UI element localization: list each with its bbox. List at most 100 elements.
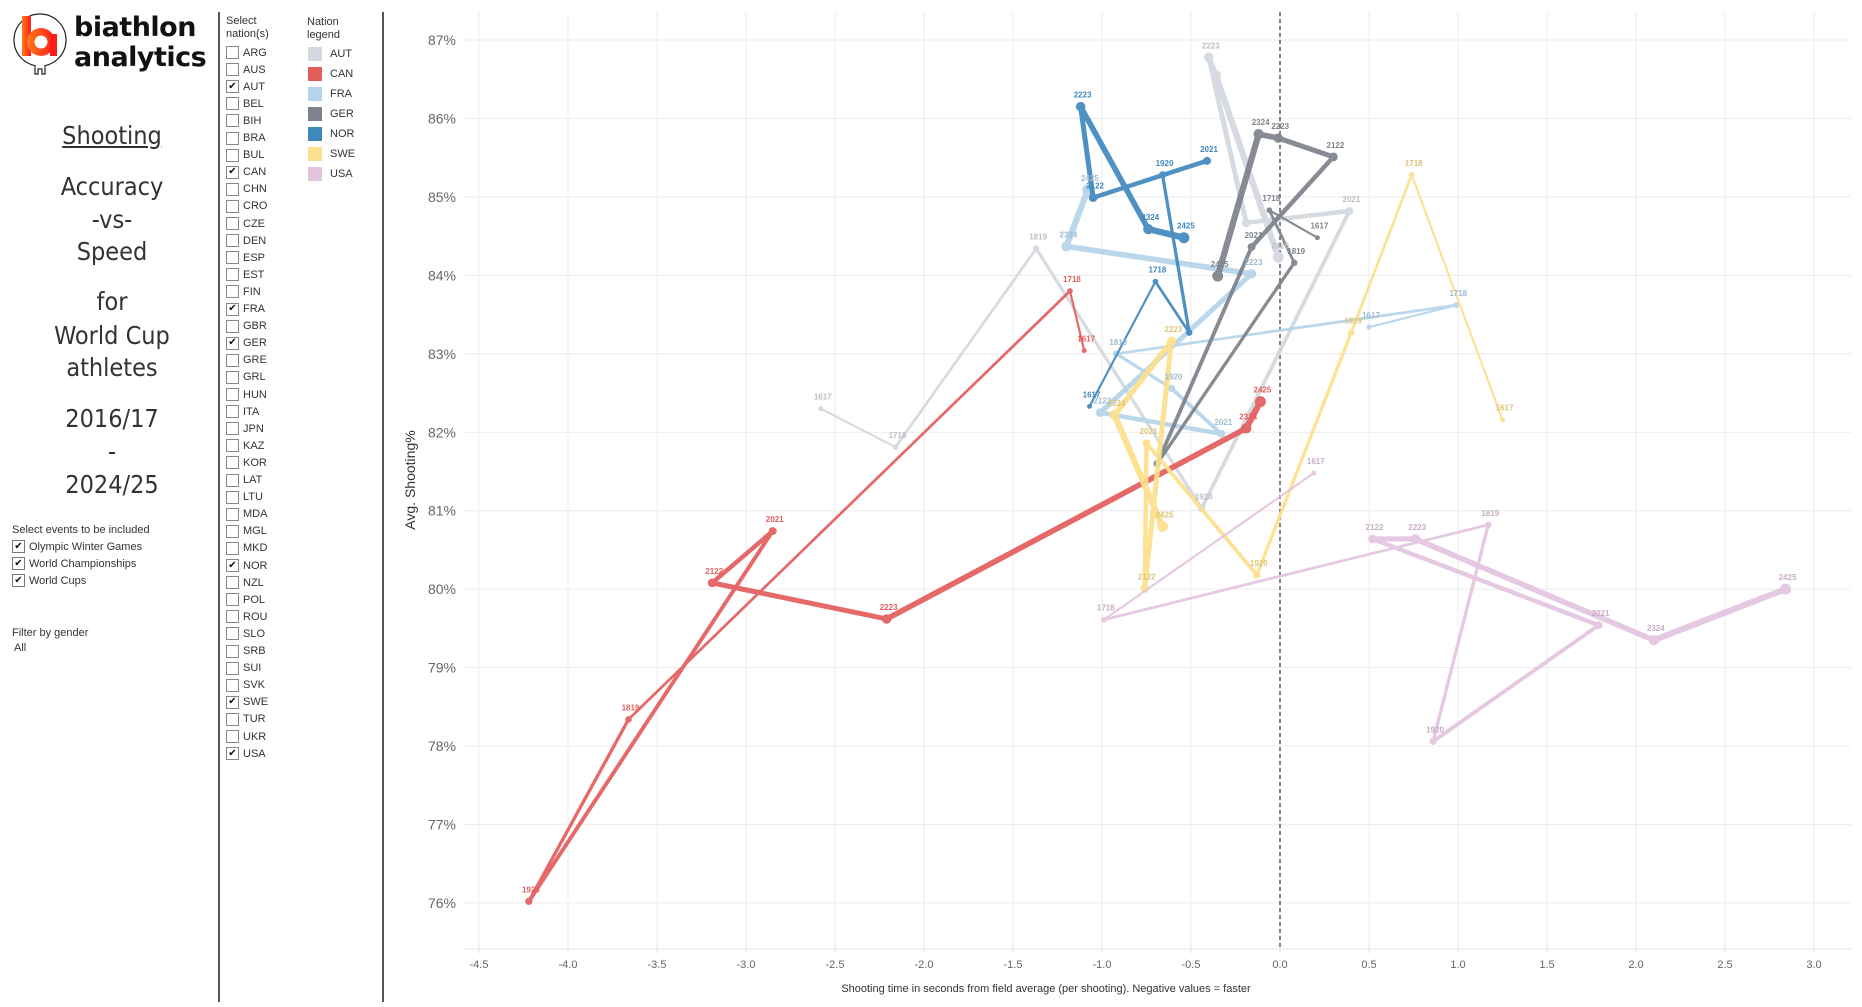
event-checkbox[interactable]: ✔ [12,574,25,587]
nation-checkbox[interactable]: ✔ [226,695,239,709]
nation-option[interactable]: AUS [226,61,266,78]
nation-checkbox[interactable] [226,490,239,504]
nation-option[interactable]: ARG [226,44,267,61]
nation-option[interactable]: ESP [226,249,265,266]
nation-option[interactable]: NZL [226,574,264,591]
event-checkbox[interactable]: ✔ [12,540,25,553]
nation-checkbox[interactable] [226,644,239,658]
nation-checkbox[interactable] [226,576,239,590]
data-point[interactable] [1185,329,1193,336]
data-point[interactable] [1067,288,1073,294]
nation-option[interactable]: ✔ USA [226,745,266,762]
data-point[interactable] [1061,241,1072,252]
nation-option[interactable]: POL [226,591,265,608]
nation-option[interactable]: KOR [226,454,267,471]
nation-option[interactable]: FIN [226,283,261,300]
data-point[interactable] [1648,635,1659,646]
nation-option[interactable]: EST [226,266,264,283]
nation-checkbox[interactable] [226,268,239,282]
nation-option[interactable]: BUL [226,147,264,164]
nation-option[interactable]: GRE [226,352,267,369]
nation-option[interactable]: ✔ FRA [226,301,265,318]
nation-option[interactable]: CRO [226,198,267,215]
data-point[interactable] [1290,259,1298,267]
nation-checkbox[interactable]: ✔ [226,336,239,350]
nation-option[interactable]: ✔ AUT [226,78,265,95]
data-point[interactable] [1311,470,1317,476]
nation-checkbox[interactable] [226,199,239,213]
data-point[interactable] [1273,133,1283,143]
nation-option[interactable]: UKR [226,728,266,745]
nation-checkbox[interactable] [226,114,239,128]
event-option[interactable]: ✔ Olympic Winter Games [12,538,142,555]
data-point[interactable] [1345,207,1354,216]
data-point[interactable] [1152,278,1159,285]
data-point[interactable] [625,716,632,723]
nation-checkbox[interactable] [226,46,239,59]
nation-checkbox[interactable] [226,678,239,692]
data-point[interactable] [1246,269,1257,279]
data-point[interactable] [1088,193,1098,203]
nation-checkbox[interactable] [226,456,239,470]
data-point[interactable] [1032,245,1040,252]
nation-option[interactable]: JPN [226,420,264,437]
nation-checkbox[interactable] [226,370,239,384]
nation-checkbox[interactable] [226,388,239,401]
nation-checkbox[interactable]: ✔ [226,80,239,94]
data-point[interactable] [1204,52,1214,63]
data-point[interactable] [1453,302,1460,309]
nation-checkbox[interactable] [226,524,239,538]
data-point[interactable] [1143,223,1154,235]
data-point[interactable] [1210,70,1222,81]
data-point[interactable] [1095,408,1105,418]
nation-checkbox[interactable] [226,712,239,726]
nation-option[interactable]: LTU [226,489,263,506]
nation-option[interactable]: GRL [226,369,266,386]
nation-checkbox[interactable] [226,353,239,367]
data-point[interactable] [1485,521,1492,529]
nation-option[interactable]: CHN [226,181,267,198]
data-point[interactable] [1142,439,1151,448]
nation-option[interactable]: BRA [226,130,266,147]
nation-checkbox[interactable] [226,439,239,453]
nation-checkbox[interactable]: ✔ [226,747,239,761]
data-point[interactable] [892,444,899,451]
nation-checkbox[interactable] [226,319,239,333]
data-point[interactable] [1247,243,1256,252]
nation-checkbox[interactable] [226,661,239,675]
data-point[interactable] [1410,534,1421,544]
data-point[interactable] [525,897,533,906]
nation-option[interactable]: KAZ [226,437,264,454]
data-point[interactable] [1347,329,1355,336]
data-point[interactable] [1178,232,1190,244]
nation-checkbox[interactable] [226,97,239,111]
nation-option[interactable]: ROU [226,608,267,625]
data-point[interactable] [1212,270,1224,282]
nation-checkbox[interactable] [226,473,239,487]
data-point[interactable] [1157,520,1169,532]
data-point[interactable] [1081,348,1087,354]
nation-checkbox[interactable] [226,593,239,607]
nation-checkbox[interactable] [226,182,239,196]
nation-checkbox[interactable] [226,234,239,248]
nation-option[interactable]: DEN [226,232,266,249]
nation-option[interactable]: ✔ GER [226,335,267,352]
nation-checkbox[interactable] [226,251,239,265]
data-point[interactable] [1167,384,1176,392]
nation-checkbox[interactable]: ✔ [226,302,239,316]
data-point[interactable] [1203,156,1212,165]
data-point[interactable] [1408,172,1415,178]
nation-option[interactable]: CZE [226,215,265,232]
data-point[interactable] [1272,251,1284,263]
nation-option[interactable]: MGL [226,523,267,540]
nation-option[interactable]: MDA [226,506,267,523]
data-point[interactable] [818,406,824,412]
data-point[interactable] [1100,616,1107,623]
data-point[interactable] [1366,324,1372,330]
nation-checkbox[interactable] [226,405,239,419]
nation-option[interactable]: SVK [226,677,265,694]
nation-option[interactable]: SRB [226,643,266,660]
data-point[interactable] [1266,207,1273,214]
nation-checkbox[interactable] [226,131,239,145]
data-point[interactable] [707,578,717,588]
